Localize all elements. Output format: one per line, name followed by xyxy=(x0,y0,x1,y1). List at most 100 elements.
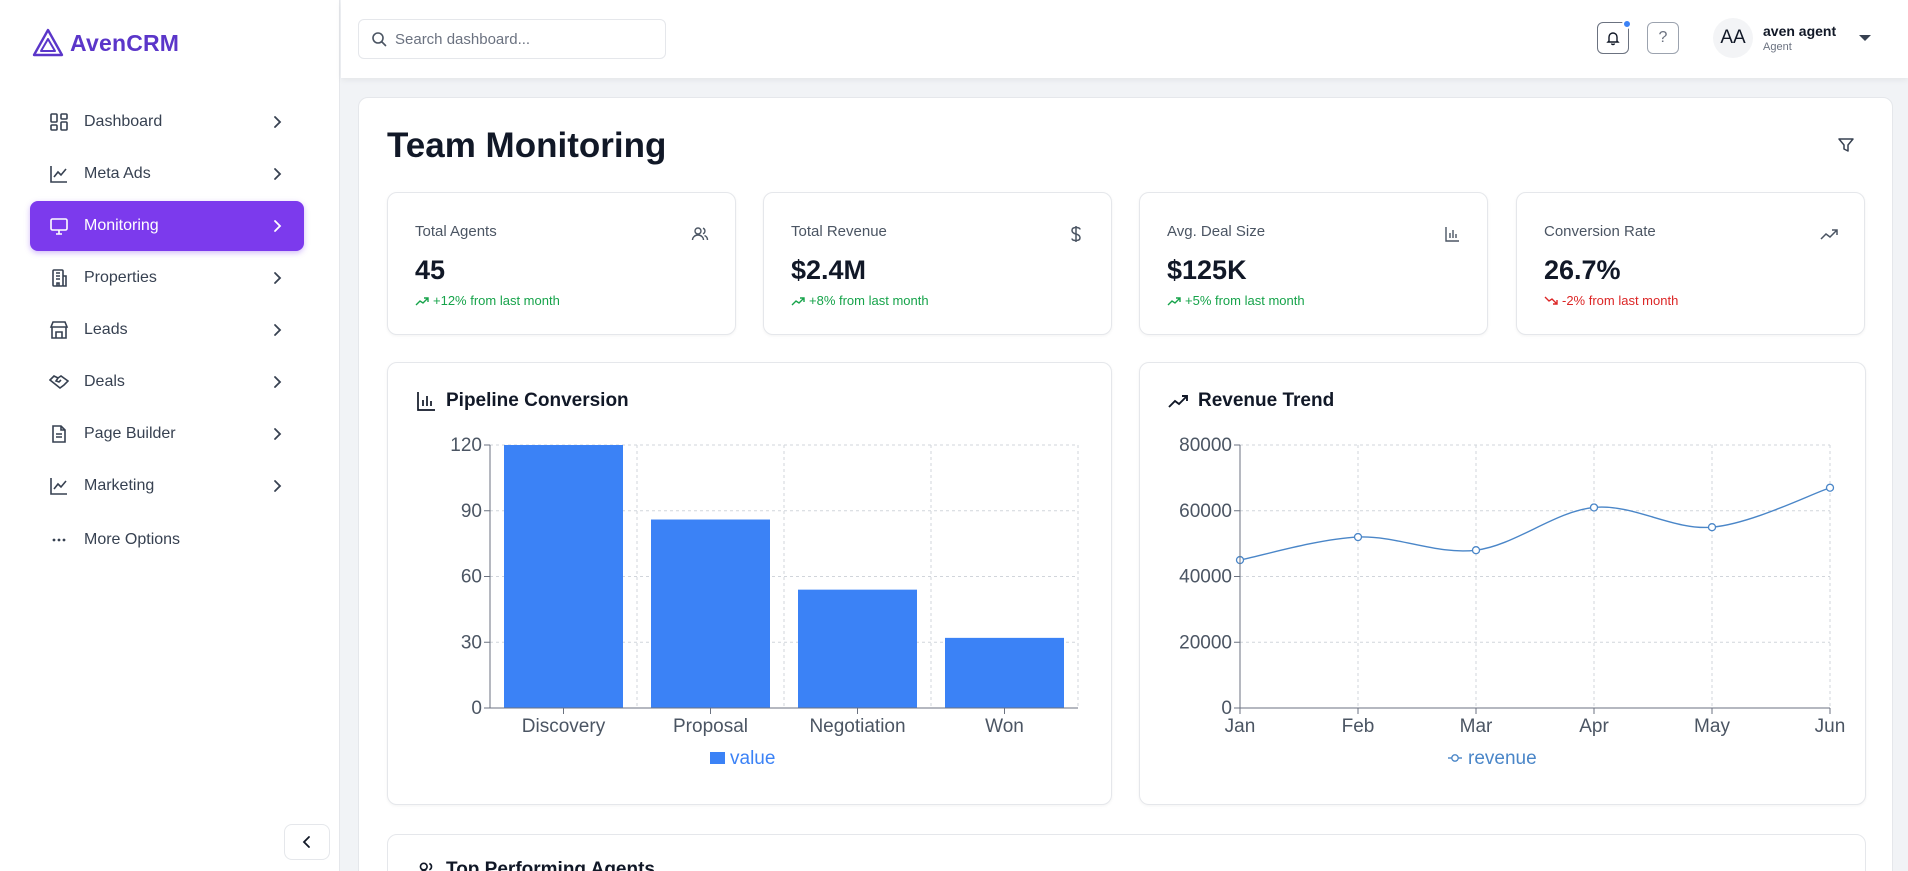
y-tick-label: 60000 xyxy=(1179,501,1232,522)
trending-up-icon xyxy=(415,296,429,305)
sidebar-item-monitoring[interactable]: Monitoring xyxy=(30,201,304,251)
aven-logo-icon xyxy=(32,28,64,57)
revenue-chart-title: Revenue Trend xyxy=(1198,390,1335,411)
notifications-button[interactable] xyxy=(1597,19,1632,54)
stat-change: -2% from last month xyxy=(1544,293,1678,308)
sidebar-item-label: Dashboard xyxy=(84,113,163,130)
bar-chart-icon xyxy=(1443,225,1461,243)
trending-down-icon xyxy=(1544,296,1558,305)
stat-value: $2.4M xyxy=(791,255,867,285)
sidebar-item-label: Deals xyxy=(84,373,125,390)
legend-label: revenue xyxy=(1468,748,1537,769)
filter-button[interactable] xyxy=(1835,134,1857,156)
sidebar-item-label: Monitoring xyxy=(84,217,159,234)
user-role: Agent xyxy=(1763,41,1792,53)
stat-card-total-revenue: Total Revenue $2.4M +8% from last month xyxy=(763,192,1112,335)
y-tick-label: 90 xyxy=(461,501,482,522)
chevron-right-icon xyxy=(270,114,286,130)
avatar: AA xyxy=(1713,18,1753,58)
stat-change-text: +12% from last month xyxy=(433,293,560,308)
revenue-trend-card: Revenue Trend 0 20000 40000 60000 80000 Jan Fe… xyxy=(1139,362,1866,805)
user-menu[interactable]: AA aven agent Agent xyxy=(1713,18,1872,58)
sidebar-item-leads[interactable]: Leads xyxy=(30,305,304,355)
main-content: Team Monitoring Total Agents 45 +12% fro… xyxy=(358,97,1893,871)
sidebar: AvenCRM Dashboard Meta Ads Monitoring xyxy=(0,0,340,871)
trending-up-icon xyxy=(791,296,805,305)
dollar-icon xyxy=(1067,225,1085,243)
y-tick-label: 0 xyxy=(471,698,482,719)
stat-label: Avg. Deal Size xyxy=(1167,223,1266,240)
stat-change: +8% from last month xyxy=(791,293,929,308)
bell-icon xyxy=(1606,32,1620,46)
x-tick-label: May xyxy=(1694,716,1730,737)
search-input[interactable] xyxy=(395,30,645,48)
search-box[interactable] xyxy=(358,19,666,59)
stat-value: 26.7% xyxy=(1544,255,1621,285)
chevron-right-icon xyxy=(270,374,286,390)
chevron-right-icon xyxy=(270,426,286,442)
stat-change-text: +5% from last month xyxy=(1185,293,1305,308)
pipeline-conversion-card: Pipeline Conversion 0 30 60 90 120 Discovery P… xyxy=(387,362,1112,805)
chevron-left-icon xyxy=(302,836,310,848)
pipeline-chart-title: Pipeline Conversion xyxy=(446,390,629,411)
pipeline-bar-chart: 0 30 60 90 120 Discovery Proposal Negotiation Wo… xyxy=(450,435,1079,769)
search-icon xyxy=(372,32,387,47)
x-tick-label: Feb xyxy=(1342,716,1375,737)
series-line xyxy=(1239,487,1831,561)
collapse-sidebar-button[interactable] xyxy=(284,824,330,860)
data-point xyxy=(1589,503,1599,512)
line-chart-icon xyxy=(48,475,70,497)
legend-label: value xyxy=(730,748,775,769)
x-tick-label: Proposal xyxy=(673,716,748,737)
page-title: Team Monitoring xyxy=(387,126,667,165)
help-button[interactable]: ? xyxy=(1647,22,1679,54)
caret-down-icon xyxy=(1859,35,1872,41)
chevron-right-icon xyxy=(270,166,286,182)
more-horizontal-icon xyxy=(48,529,70,551)
bar xyxy=(504,445,623,708)
sidebar-item-label: Page Builder xyxy=(84,425,176,442)
brand-logo[interactable]: AvenCRM xyxy=(32,28,179,58)
x-tick-label: Discovery xyxy=(522,716,606,737)
y-tick-label: 20000 xyxy=(1179,632,1232,653)
x-tick-label: Negotiation xyxy=(809,716,905,737)
chevron-right-icon xyxy=(270,478,286,494)
sidebar-item-marketing[interactable]: Marketing xyxy=(30,461,304,511)
chevron-right-icon xyxy=(270,322,286,338)
trending-up-icon xyxy=(1820,225,1838,243)
y-tick-label: 30 xyxy=(461,632,482,653)
stat-change-text: -2% from last month xyxy=(1562,293,1679,308)
sidebar-item-label: Marketing xyxy=(84,477,155,494)
sidebar-item-dashboard[interactable]: Dashboard xyxy=(30,97,304,147)
stat-card-conversion-rate: Conversion Rate 26.7% -2% from last mont… xyxy=(1516,192,1865,335)
stat-change-text: +8% from last month xyxy=(809,293,929,308)
chart-title: Revenue Trend xyxy=(1168,390,1334,412)
sidebar-item-more-options[interactable]: More Options xyxy=(30,515,304,565)
sidebar-item-label: More Options xyxy=(84,531,181,548)
y-tick-label: 60 xyxy=(461,567,482,588)
users-icon xyxy=(419,862,433,871)
y-tick-label: 80000 xyxy=(1179,435,1232,456)
data-point xyxy=(1471,546,1481,555)
stat-change: +5% from last month xyxy=(1167,293,1305,308)
agents-title: Top Performing Agents xyxy=(416,859,655,871)
stat-label: Total Agents xyxy=(415,223,497,240)
sidebar-item-label: Properties xyxy=(84,269,157,286)
trending-up-icon xyxy=(1168,395,1188,408)
trending-up-icon xyxy=(1167,296,1181,305)
stat-label: Total Revenue xyxy=(791,223,887,240)
bar xyxy=(798,589,917,708)
x-tick-label: Won xyxy=(985,716,1024,737)
document-icon xyxy=(48,423,70,445)
sidebar-item-properties[interactable]: Properties xyxy=(30,253,304,303)
legend-marker xyxy=(1451,754,1459,762)
sidebar-item-meta-ads[interactable]: Meta Ads xyxy=(30,149,304,199)
users-icon xyxy=(691,225,709,243)
sidebar-item-page-builder[interactable]: Page Builder xyxy=(30,409,304,459)
legend-swatch xyxy=(710,752,725,764)
sidebar-item-deals[interactable]: Deals xyxy=(30,357,304,407)
x-tick-label: Apr xyxy=(1579,716,1609,737)
sidebar-nav: Dashboard Meta Ads Monitoring Properties xyxy=(30,97,304,567)
stat-card-avg-deal-size: Avg. Deal Size $125K +5% from last month xyxy=(1139,192,1488,335)
topbar: ? AA aven agent Agent xyxy=(341,0,1908,78)
